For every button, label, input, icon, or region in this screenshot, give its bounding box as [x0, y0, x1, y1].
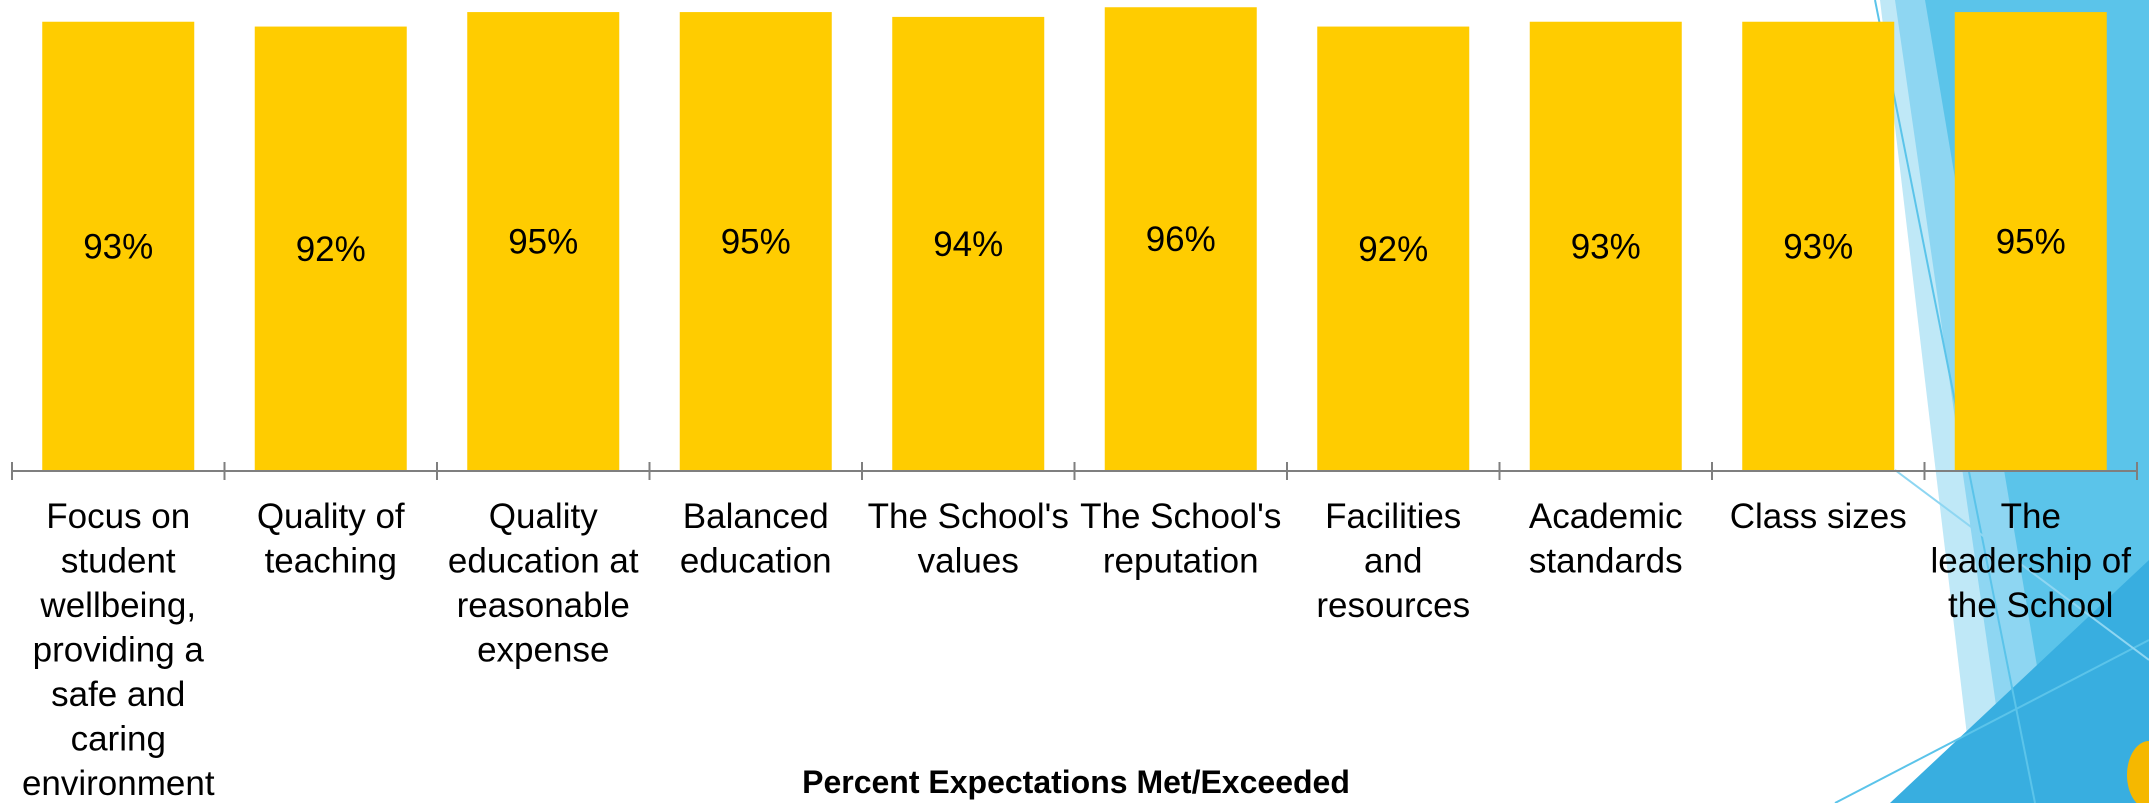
bar-value-label: 93% — [1783, 227, 1853, 266]
x-tick-label: The School's values — [868, 497, 1069, 581]
bar-value-label: 93% — [83, 227, 153, 266]
bar — [892, 16, 1045, 472]
bar-value-label: 95% — [1996, 223, 2066, 262]
bar — [1317, 26, 1470, 471]
bar — [679, 12, 832, 471]
deco-line-3 — [1894, 469, 2149, 661]
bar — [467, 12, 620, 471]
bar-value-label: 96% — [1146, 220, 1216, 259]
bars-layer — [42, 7, 2107, 472]
bar-value-label: 95% — [721, 223, 791, 262]
x-tick-label: Academic standards — [1529, 497, 1683, 581]
bar-value-label: 95% — [508, 223, 578, 262]
bar — [1104, 7, 1257, 471]
x-tick-label: Facilities and resources — [1316, 497, 1470, 625]
chart-title: Percent Expectations Met/Exceeded — [802, 764, 1350, 800]
bar-value-label: 93% — [1571, 227, 1641, 266]
x-tick-label: Quality education at reasonable expense — [448, 497, 639, 670]
deco-triangle-bottom — [1890, 560, 2149, 803]
x-tick-labels: Focus on student wellbeing, providing a safe… — [22, 497, 2131, 803]
bar — [1529, 21, 1682, 471]
x-tick-label: Class sizes — [1730, 497, 1907, 536]
x-tick-label: The leadership of the School — [1931, 497, 2132, 625]
data-labels-layer: 93% 92% 95% 95% 94% 96% 92% 93% 93% 95% — [83, 220, 2066, 269]
bar-value-label: 94% — [933, 225, 1003, 264]
bar — [1954, 12, 2107, 471]
x-tick-label: Balanced education — [680, 497, 832, 581]
bar — [1742, 21, 1895, 471]
x-axis — [11, 462, 2138, 480]
x-tick-label: Focus on student wellbeing, providing a safe… — [22, 497, 215, 803]
deco-line-2 — [1834, 639, 2149, 803]
deco-accent-blob — [2127, 741, 2149, 803]
bar-value-label: 92% — [1358, 230, 1428, 269]
bar — [254, 26, 407, 471]
bar-value-label: 92% — [296, 230, 366, 269]
x-tick-label: The School's reputation — [1080, 497, 1281, 581]
bar — [42, 21, 195, 471]
x-tick-label: Quality of teaching — [257, 497, 405, 581]
